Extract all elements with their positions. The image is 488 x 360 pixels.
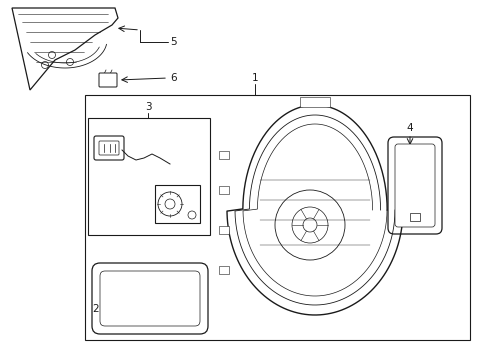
Bar bbox=[299, 97, 329, 107]
Text: 2: 2 bbox=[93, 304, 99, 314]
Bar bbox=[219, 266, 228, 274]
Bar bbox=[409, 213, 419, 221]
Text: 4: 4 bbox=[406, 123, 412, 133]
Bar bbox=[219, 186, 228, 194]
Bar bbox=[219, 151, 228, 159]
Text: 6: 6 bbox=[170, 73, 176, 83]
Bar bbox=[155, 185, 200, 223]
Text: 1: 1 bbox=[251, 73, 258, 83]
Polygon shape bbox=[12, 8, 118, 90]
FancyBboxPatch shape bbox=[92, 263, 207, 334]
Text: 5: 5 bbox=[170, 37, 176, 47]
Text: 3: 3 bbox=[144, 102, 151, 112]
FancyBboxPatch shape bbox=[94, 136, 124, 160]
FancyBboxPatch shape bbox=[100, 271, 200, 326]
Bar bbox=[219, 226, 228, 234]
FancyBboxPatch shape bbox=[387, 137, 441, 234]
FancyBboxPatch shape bbox=[99, 141, 119, 155]
Bar bbox=[88, 118, 209, 235]
FancyBboxPatch shape bbox=[99, 73, 117, 87]
Bar bbox=[85, 95, 469, 340]
FancyBboxPatch shape bbox=[394, 144, 434, 227]
